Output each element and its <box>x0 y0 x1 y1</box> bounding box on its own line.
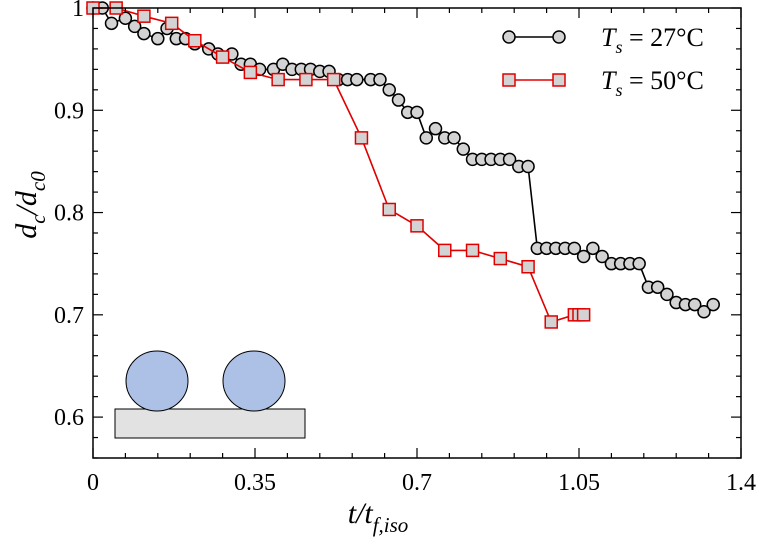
y-axis-title: dc/dc0 <box>10 171 50 239</box>
y-tick-label: 0.7 <box>54 303 84 329</box>
data-point <box>660 287 674 302</box>
data-point <box>650 280 665 294</box>
data-point <box>419 131 434 145</box>
y-tick-label: 1 <box>72 0 84 22</box>
data-point <box>127 19 142 34</box>
axes: 0 0.35 0.7 1.05 1.4 0.6 0.7 0.8 0.9 1 <box>54 0 756 496</box>
x-tick-label: 0 <box>87 470 99 496</box>
data-point <box>299 72 313 87</box>
data-point <box>382 83 396 97</box>
series-1 <box>86 1 591 329</box>
data-point <box>456 142 471 156</box>
data-point <box>595 249 609 264</box>
data-point <box>502 152 517 167</box>
x-tick-label: 0.7 <box>402 470 432 496</box>
x-tick-label: 0.35 <box>234 470 276 496</box>
data-point <box>373 72 387 87</box>
data-point <box>632 256 646 271</box>
series-layer <box>86 1 720 329</box>
x-tick-label: 1.4 <box>726 470 756 496</box>
data-point <box>447 131 461 145</box>
data-point <box>215 50 230 64</box>
substrate <box>114 408 306 439</box>
data-point <box>465 243 480 258</box>
legend: Ts = 27°C Ts = 50°C <box>502 23 704 100</box>
data-point <box>243 65 258 80</box>
data-point <box>410 105 424 120</box>
droplets-on-substrate-icon <box>114 350 306 439</box>
x-tick-label: 1.05 <box>558 470 600 496</box>
data-point <box>391 93 406 107</box>
data-point <box>164 16 179 31</box>
y-tick-label: 0.9 <box>54 98 84 124</box>
data-point <box>521 260 535 274</box>
data-point <box>188 33 202 48</box>
data-point <box>438 243 452 258</box>
y-tick-label: 0.6 <box>54 405 84 431</box>
data-point <box>104 16 119 31</box>
legend-label-27c: Ts = 27°C <box>601 23 704 57</box>
data-point <box>137 9 151 23</box>
data-point <box>382 202 396 217</box>
data-point <box>354 131 369 145</box>
legend-entry-50c: Ts = 50°C <box>502 66 704 100</box>
data-point <box>586 241 600 256</box>
y-tick-label: 0.8 <box>54 201 84 227</box>
data-point <box>326 72 341 87</box>
data-point <box>697 305 711 319</box>
data-point <box>151 31 165 46</box>
droplet-right <box>222 350 286 412</box>
data-point <box>350 72 364 87</box>
legend-entry-27c: Ts = 27°C <box>502 23 704 57</box>
data-point <box>521 159 535 174</box>
data-point <box>137 26 151 41</box>
data-point <box>544 315 558 329</box>
data-point <box>271 72 285 87</box>
data-point <box>706 297 720 312</box>
data-point <box>567 241 582 256</box>
data-point <box>576 249 591 264</box>
droplet-left <box>125 350 189 412</box>
data-point <box>576 308 591 322</box>
data-point <box>493 251 508 266</box>
legend-label-50c: Ts = 50°C <box>601 66 704 100</box>
data-point <box>428 121 443 136</box>
data-point <box>687 297 702 312</box>
x-axis-title: t/tf,iso <box>348 497 409 537</box>
data-point <box>410 219 424 233</box>
